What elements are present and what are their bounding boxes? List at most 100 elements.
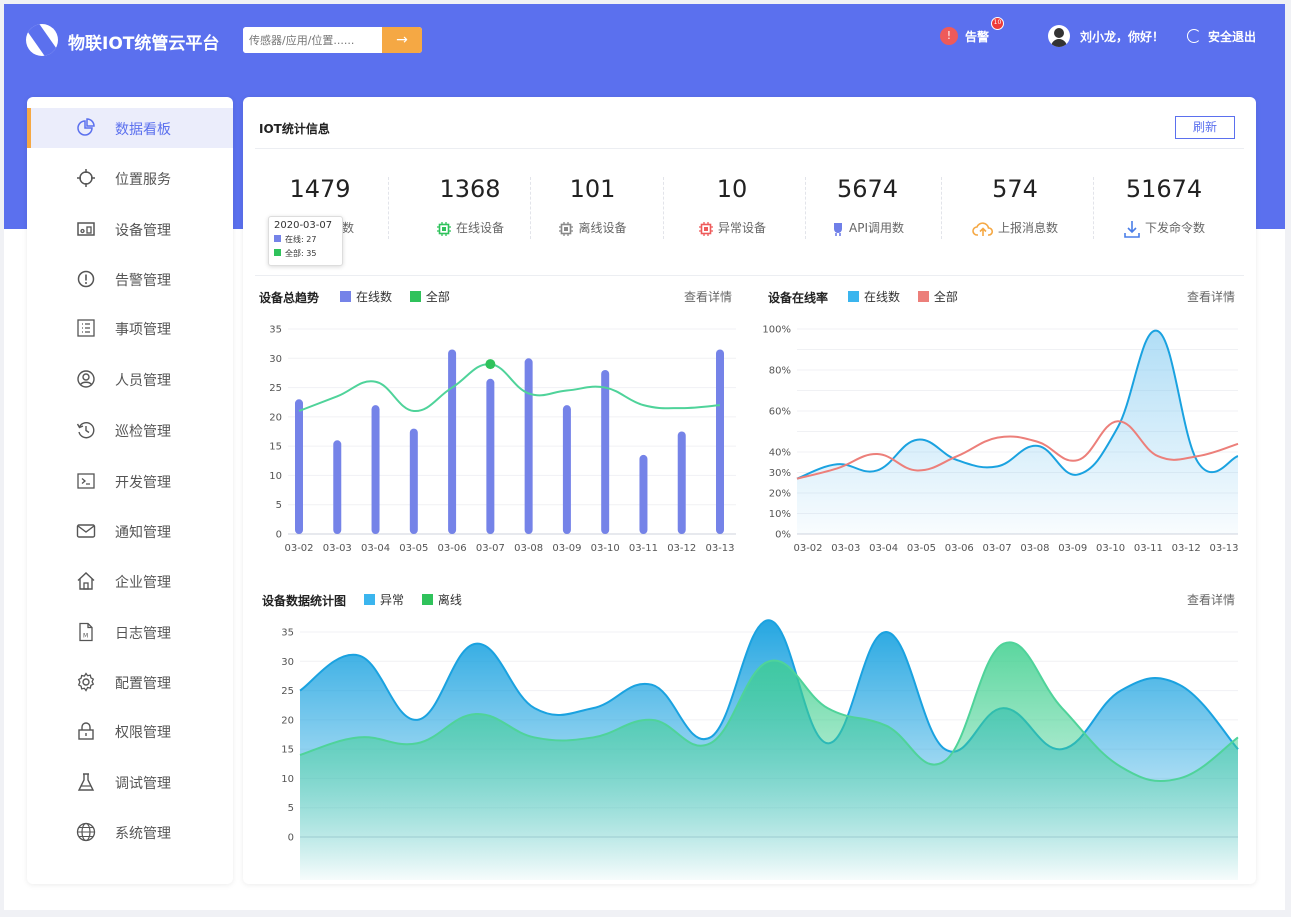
sidebar-item-devices[interactable]: 设备管理 — [27, 209, 233, 249]
alert-circle-icon — [77, 270, 95, 288]
user-greeting: 刘小龙，你好！ — [1080, 30, 1165, 44]
sidebar-item-location[interactable]: 位置服务 — [27, 158, 233, 198]
sidebar-item-label: 调试管理 — [115, 776, 171, 792]
device-stats-title: 设备数据统计图 — [262, 594, 347, 608]
sidebar-item-inspection[interactable]: 巡检管理 — [27, 410, 233, 450]
sidebar-item-label: 企业管理 — [115, 575, 171, 591]
sidebar-item-label: 巡检管理 — [115, 424, 171, 440]
trend-legend: 在线数 全部 — [340, 288, 464, 305]
main-panel: IOT统计信息 刷新 1479 设备总数 1368 在线设备 101 离线设备 … — [243, 97, 1256, 884]
chip-icon — [559, 221, 574, 236]
sidebar-item-label: 通知管理 — [115, 525, 171, 541]
sidebar-item-personnel[interactable]: 人员管理 — [27, 359, 233, 399]
home-icon — [77, 572, 95, 590]
chip-icon — [436, 221, 451, 236]
stat-label: 离线设备 — [578, 221, 627, 235]
history-icon — [76, 422, 95, 439]
logout-link[interactable]: 安全退出 — [1208, 30, 1257, 44]
svg-text:M: M — [83, 633, 88, 640]
stat-label: 下发命令数 — [1144, 221, 1205, 235]
divider — [530, 177, 531, 239]
refresh-button[interactable]: 刷新 — [1175, 116, 1235, 139]
terminal-icon — [77, 473, 95, 489]
alarm-link[interactable]: 告警 — [965, 30, 990, 44]
trend-tooltip: 2020-03-07 在线: 27 全部: 35 — [268, 216, 343, 266]
user-icon — [77, 370, 95, 388]
divider — [663, 177, 664, 239]
stat-online-devices: 1368 在线设备 — [400, 175, 540, 243]
stat-label: 上报消息数 — [997, 221, 1058, 235]
stat-label: 异常设备 — [717, 221, 766, 235]
stat-api-calls: 5674 API调用数 — [815, 175, 920, 243]
mail-icon — [76, 524, 96, 538]
avatar[interactable] — [1048, 25, 1070, 47]
sidebar-item-matters[interactable]: 事项管理 — [27, 308, 233, 348]
stat-offline-devices: 101 离线设备 — [540, 175, 645, 243]
stat-value: 574 — [992, 175, 1038, 203]
divider — [388, 177, 389, 239]
sidebar-item-label: 位置服务 — [115, 172, 171, 188]
tooltip-total: 全部: 35 — [274, 248, 337, 259]
pie-chart-icon — [77, 118, 95, 136]
arrow-right-icon: → — [396, 32, 408, 48]
sidebar-item-alarms[interactable]: 告警管理 — [27, 259, 233, 299]
sidebar-item-label: 数据看板 — [115, 122, 171, 138]
sidebar-item-label: 配置管理 — [115, 676, 171, 692]
divider — [255, 148, 1244, 149]
list-icon — [77, 319, 95, 337]
legend-item: 离线 — [421, 593, 462, 607]
divider — [805, 177, 806, 239]
online-rate-more-link[interactable]: 查看详情 — [1187, 290, 1236, 304]
legend-item: 全部 — [917, 290, 958, 304]
device-stats-legend: 异常 离线 — [364, 591, 476, 608]
trend-title: 设备总趋势 — [259, 291, 320, 305]
stat-value: 1368 — [439, 175, 501, 203]
sidebar-item-logs[interactable]: M 日志管理 — [27, 612, 233, 652]
app-title: 物联IOT统管云平台 — [68, 34, 220, 54]
sidebar-item-debug[interactable]: 调试管理 — [27, 762, 233, 802]
legend-item: 异常 — [364, 593, 404, 607]
search-input[interactable] — [243, 27, 382, 53]
legend-item: 在线数 — [848, 290, 900, 304]
stat-value: 1479 — [289, 175, 351, 203]
sidebar-item-label: 告警管理 — [115, 273, 171, 289]
file-icon: M — [79, 622, 93, 642]
sidebar-item-permissions[interactable]: 权限管理 — [27, 711, 233, 751]
stat-abnormal-devices: 10 异常设备 — [673, 175, 791, 243]
iot-info-title: IOT统计信息 — [259, 122, 330, 136]
tooltip-date: 2020-03-07 — [274, 220, 333, 231]
search-button[interactable]: → — [382, 27, 422, 53]
globe-icon — [76, 822, 96, 842]
sidebar-item-dashboard[interactable]: 数据看板 — [27, 108, 233, 148]
sidebar-item-label: 设备管理 — [115, 223, 171, 239]
sidebar: 数据看板 位置服务 设备管理 告警管理 事项管理 人员管理 巡检管理 开发管理 … — [27, 97, 233, 884]
sidebar-item-notifications[interactable]: 通知管理 — [27, 511, 233, 551]
app-logo-icon — [26, 24, 58, 56]
sidebar-item-label: 事项管理 — [115, 322, 171, 338]
stat-value: 10 — [716, 175, 748, 203]
logout-icon[interactable] — [1187, 29, 1201, 43]
divider — [255, 275, 1244, 276]
device-icon — [77, 222, 95, 236]
sidebar-item-enterprise[interactable]: 企业管理 — [27, 561, 233, 601]
device-stats-more-link[interactable]: 查看详情 — [1187, 593, 1236, 607]
trend-more-link[interactable]: 查看详情 — [684, 290, 733, 304]
sidebar-item-label: 人员管理 — [115, 373, 171, 389]
search-box: → — [243, 27, 422, 53]
online-rate-legend: 在线数 全部 — [848, 288, 972, 305]
alarm-badge: 10 — [991, 17, 1004, 30]
tooltip-online: 在线: 27 — [274, 234, 337, 245]
sidebar-item-label: 开发管理 — [115, 475, 171, 491]
sidebar-item-label: 系统管理 — [115, 826, 171, 842]
sidebar-item-config[interactable]: 配置管理 — [27, 662, 233, 702]
sidebar-item-system[interactable]: 系统管理 — [27, 812, 233, 852]
lock-icon — [78, 722, 94, 740]
divider — [941, 177, 942, 239]
stat-label: API调用数 — [849, 221, 904, 235]
alarm-icon[interactable]: ! — [940, 27, 958, 45]
chip-icon — [698, 221, 713, 236]
legend-item: 全部 — [409, 290, 450, 304]
stat-label: 在线设备 — [455, 221, 504, 235]
sidebar-item-label: 权限管理 — [115, 725, 171, 741]
sidebar-item-development[interactable]: 开发管理 — [27, 461, 233, 501]
